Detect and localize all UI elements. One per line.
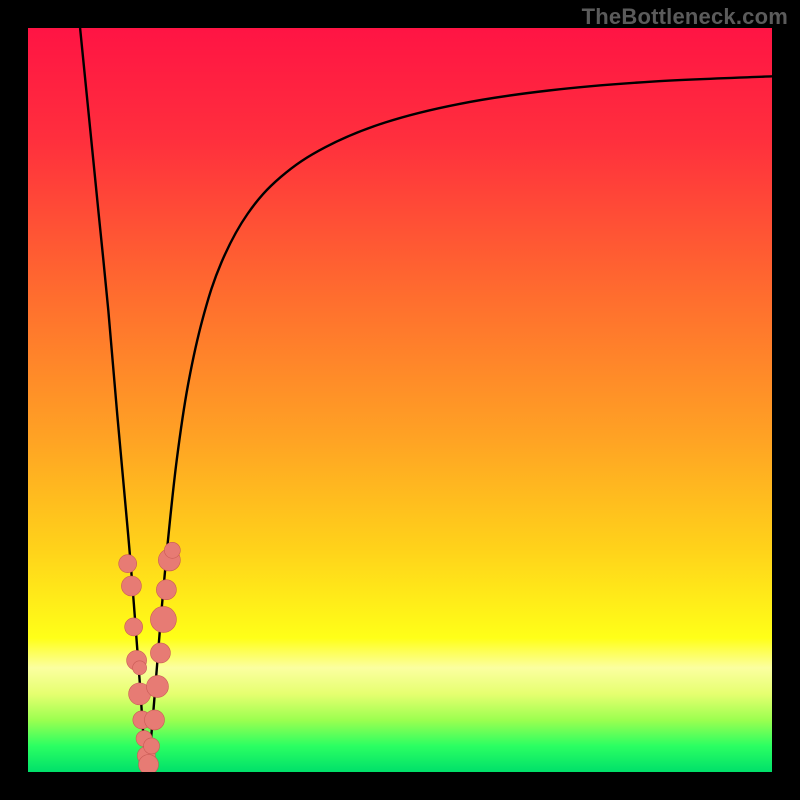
data-marker [146,675,168,697]
data-marker [125,618,143,636]
data-marker [121,576,141,596]
figure-root: TheBottleneck.com [0,0,800,800]
data-marker [144,710,164,730]
data-marker [139,755,159,772]
data-marker [144,738,160,754]
plot-area [28,28,772,772]
data-marker [164,542,180,558]
data-marker [150,606,176,632]
bottleneck-curve [80,28,772,772]
data-marker [133,661,147,675]
chart-overlay [28,28,772,772]
data-marker [150,643,170,663]
data-marker [156,580,176,600]
data-marker [119,555,137,573]
watermark-text: TheBottleneck.com [582,4,788,30]
